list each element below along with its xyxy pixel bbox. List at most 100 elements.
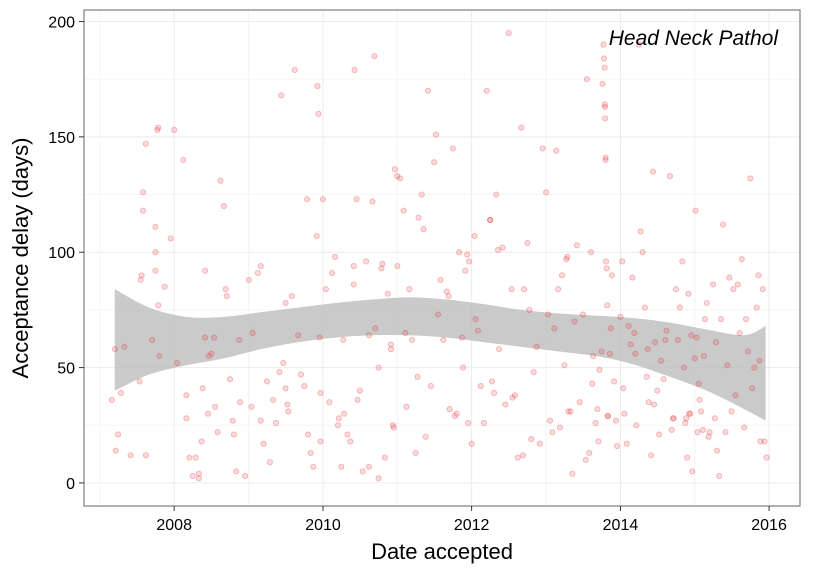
data-point — [496, 346, 503, 353]
data-point — [741, 424, 748, 431]
data-point — [499, 244, 506, 251]
data-point — [422, 433, 429, 440]
data-point — [669, 415, 676, 422]
x-tick-label: 2012 — [454, 517, 490, 534]
data-point — [598, 348, 605, 355]
data-point — [329, 269, 336, 277]
data-point — [440, 336, 447, 343]
data-point — [579, 311, 587, 318]
data-point — [230, 431, 237, 438]
data-point — [696, 396, 703, 403]
data-point — [722, 429, 729, 436]
data-point — [272, 419, 280, 427]
data-point — [266, 459, 273, 466]
data-point — [242, 472, 249, 480]
data-point — [700, 352, 707, 360]
data-point — [189, 472, 196, 480]
data-point — [508, 286, 515, 293]
data-point — [536, 440, 543, 447]
data-point — [621, 410, 628, 417]
data-point — [698, 408, 705, 415]
y-tick-label: 0 — [66, 476, 75, 493]
data-point — [717, 316, 725, 323]
data-point — [637, 228, 644, 235]
data-point — [183, 415, 190, 422]
data-point — [375, 364, 382, 371]
data-point — [288, 293, 295, 300]
data-point — [326, 399, 333, 406]
data-point — [689, 468, 696, 475]
data-point — [641, 304, 648, 311]
data-point — [108, 396, 115, 403]
data-point — [462, 267, 469, 274]
data-point — [620, 385, 627, 392]
data-point — [344, 431, 351, 438]
data-point — [602, 156, 609, 163]
data-point — [666, 173, 673, 180]
data-point — [202, 267, 209, 274]
data-point — [650, 401, 658, 408]
data-point — [732, 392, 739, 399]
data-point — [424, 87, 432, 94]
data-point — [351, 66, 358, 74]
data-point — [161, 283, 168, 290]
data-point — [676, 304, 683, 311]
data-point — [691, 355, 698, 362]
data-point — [167, 235, 174, 242]
data-point — [692, 207, 699, 214]
data-point — [645, 399, 652, 406]
data-point — [291, 66, 298, 74]
data-point — [528, 436, 535, 443]
data-point — [458, 334, 466, 341]
data-point — [687, 410, 694, 417]
data-point — [156, 352, 163, 360]
data-point — [583, 76, 590, 83]
data-point — [612, 417, 620, 424]
data-point — [606, 350, 613, 357]
data-point — [121, 343, 128, 350]
data-point — [223, 293, 230, 300]
data-point — [663, 327, 670, 334]
data-point — [569, 470, 576, 477]
data-point — [749, 385, 756, 392]
data-point — [301, 382, 308, 390]
minor-grid — [84, 10, 800, 506]
data-point — [495, 246, 502, 253]
data-point — [446, 406, 453, 413]
data-point — [582, 456, 589, 463]
data-point — [152, 267, 159, 274]
data-point — [695, 380, 702, 387]
data-point — [427, 382, 434, 390]
data-point — [736, 329, 743, 337]
data-point — [229, 417, 236, 424]
data-point — [356, 387, 363, 394]
data-point — [596, 366, 603, 373]
data-point — [483, 87, 490, 94]
data-point — [745, 348, 752, 355]
data-point — [511, 392, 519, 399]
data-point — [656, 431, 663, 438]
data-point — [249, 329, 256, 337]
data-point — [391, 166, 398, 173]
y-tick-label: 100 — [48, 245, 75, 262]
data-point — [319, 196, 327, 203]
data-point — [465, 419, 472, 427]
data-point — [245, 276, 252, 283]
data-point — [588, 249, 595, 256]
data-point — [372, 325, 379, 332]
data-point — [599, 80, 606, 87]
data-point — [487, 216, 494, 223]
data-point — [734, 281, 741, 288]
data-point — [753, 304, 760, 311]
data-point — [284, 401, 291, 408]
data-point — [602, 258, 610, 265]
data-point — [601, 64, 608, 71]
data-point — [451, 412, 458, 420]
data-point — [755, 272, 762, 279]
data-point — [471, 233, 478, 240]
data-point — [524, 239, 531, 247]
data-point — [111, 346, 118, 353]
data-point — [706, 429, 713, 436]
data-point — [546, 417, 554, 424]
data-point — [198, 438, 205, 445]
